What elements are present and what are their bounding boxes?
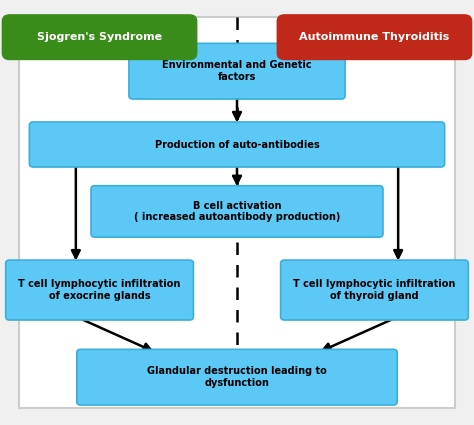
FancyBboxPatch shape (6, 260, 193, 320)
FancyBboxPatch shape (19, 17, 455, 408)
FancyBboxPatch shape (2, 15, 197, 60)
Text: Glandular destruction leading to
dysfunction: Glandular destruction leading to dysfunc… (147, 366, 327, 388)
FancyBboxPatch shape (277, 15, 472, 60)
Text: T cell lymphocytic infiltration
of exocrine glands: T cell lymphocytic infiltration of exocr… (18, 279, 181, 301)
FancyBboxPatch shape (29, 122, 445, 167)
Text: B cell activation
( increased autoantibody production): B cell activation ( increased autoantibo… (134, 201, 340, 222)
Text: Sjogren's Syndrome: Sjogren's Syndrome (37, 32, 162, 42)
FancyBboxPatch shape (77, 349, 397, 405)
Text: Autoimmune Thyroiditis: Autoimmune Thyroiditis (300, 32, 449, 42)
FancyBboxPatch shape (129, 43, 345, 99)
Text: T cell lymphocytic infiltration
of thyroid gland: T cell lymphocytic infiltration of thyro… (293, 279, 456, 301)
Text: Environmental and Genetic
factors: Environmental and Genetic factors (162, 60, 312, 82)
FancyBboxPatch shape (91, 186, 383, 237)
Text: Production of auto-antibodies: Production of auto-antibodies (155, 139, 319, 150)
FancyBboxPatch shape (281, 260, 468, 320)
